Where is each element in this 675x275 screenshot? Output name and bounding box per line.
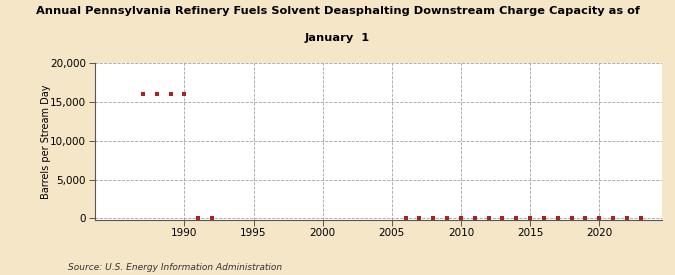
Point	[524, 216, 535, 220]
Point	[207, 216, 217, 220]
Point	[400, 216, 411, 220]
Point	[456, 216, 466, 220]
Point	[414, 216, 425, 220]
Point	[635, 216, 646, 220]
Point	[511, 216, 522, 220]
Point	[441, 216, 452, 220]
Text: Source: U.S. Energy Information Administration: Source: U.S. Energy Information Administ…	[68, 263, 281, 272]
Point	[539, 216, 549, 220]
Point	[622, 216, 632, 220]
Point	[193, 216, 204, 220]
Point	[428, 216, 439, 220]
Point	[469, 216, 480, 220]
Point	[552, 216, 563, 220]
Point	[138, 92, 148, 97]
Point	[165, 92, 176, 97]
Point	[594, 216, 605, 220]
Point	[497, 216, 508, 220]
Point	[483, 216, 494, 220]
Y-axis label: Barrels per Stream Day: Barrels per Stream Day	[41, 84, 51, 199]
Point	[151, 92, 162, 97]
Point	[580, 216, 591, 220]
Text: Annual Pennsylvania Refinery Fuels Solvent Deasphalting Downstream Charge Capaci: Annual Pennsylvania Refinery Fuels Solve…	[36, 6, 639, 15]
Text: January  1: January 1	[305, 33, 370, 43]
Point	[566, 216, 577, 220]
Point	[179, 92, 190, 97]
Point	[608, 216, 618, 220]
